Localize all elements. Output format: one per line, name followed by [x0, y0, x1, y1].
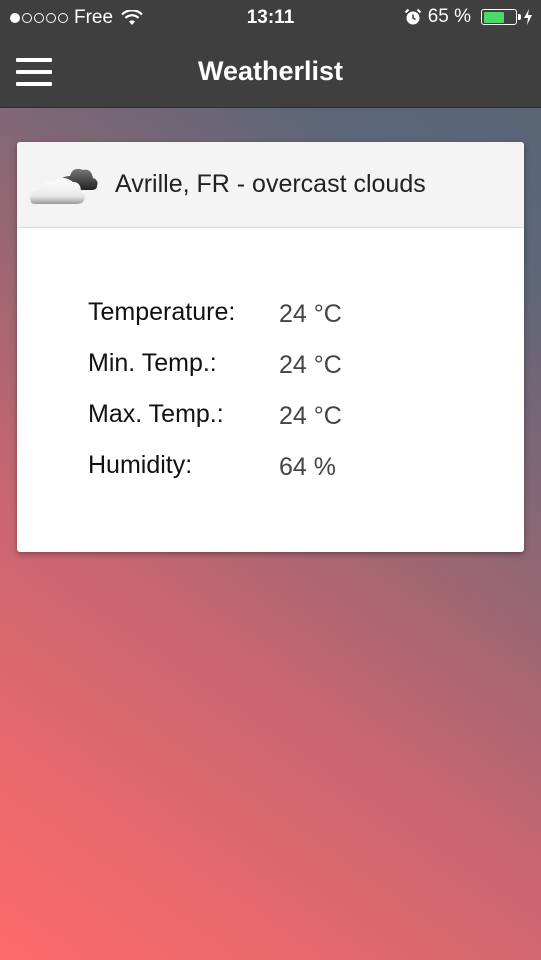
- row-label: Temperature:: [88, 298, 279, 327]
- signal-dot: [22, 13, 32, 23]
- row-value: 24 °C: [279, 351, 342, 380]
- weather-row-temperature: Temperature: 24 °C: [88, 298, 524, 349]
- status-right: 65 %: [404, 6, 533, 28]
- status-time: 13:11: [247, 7, 295, 28]
- row-value: 24 °C: [279, 300, 342, 329]
- signal-dot: [34, 13, 44, 23]
- row-value: 24 °C: [279, 402, 342, 431]
- charging-bolt-icon: [523, 9, 533, 25]
- card-body: Temperature: 24 °C Min. Temp.: 24 °C Max…: [17, 228, 524, 502]
- status-left: Free: [10, 7, 143, 29]
- row-value: 64 %: [279, 453, 336, 482]
- weather-row-max-temp: Max. Temp.: 24 °C: [88, 400, 524, 451]
- card-title: Avrille, FR - overcast clouds: [115, 170, 426, 199]
- weather-row-min-temp: Min. Temp.: 24 °C: [88, 349, 524, 400]
- cloud-icon: [25, 158, 99, 212]
- weather-row-humidity: Humidity: 64 %: [88, 451, 524, 502]
- wifi-icon: [121, 10, 143, 26]
- navigation-bar: Weatherlist: [0, 36, 541, 108]
- weather-card[interactable]: Avrille, FR - overcast clouds Temperatur…: [17, 142, 524, 552]
- signal-strength-icon: [10, 13, 68, 23]
- battery-fill: [484, 12, 504, 23]
- row-label: Min. Temp.:: [88, 349, 279, 378]
- status-bar: Free 13:11 65 %: [0, 0, 541, 36]
- row-label: Humidity:: [88, 451, 279, 480]
- alarm-clock-icon: [404, 8, 422, 26]
- signal-dot: [46, 13, 56, 23]
- row-label: Max. Temp.:: [88, 400, 279, 429]
- battery-icon: [481, 9, 517, 25]
- card-header: Avrille, FR - overcast clouds: [17, 142, 524, 228]
- signal-dot: [58, 13, 68, 23]
- page-title: Weatherlist: [0, 56, 541, 87]
- battery-percentage: 65 %: [428, 6, 471, 28]
- carrier-name: Free: [74, 7, 113, 29]
- signal-dot: [10, 13, 20, 23]
